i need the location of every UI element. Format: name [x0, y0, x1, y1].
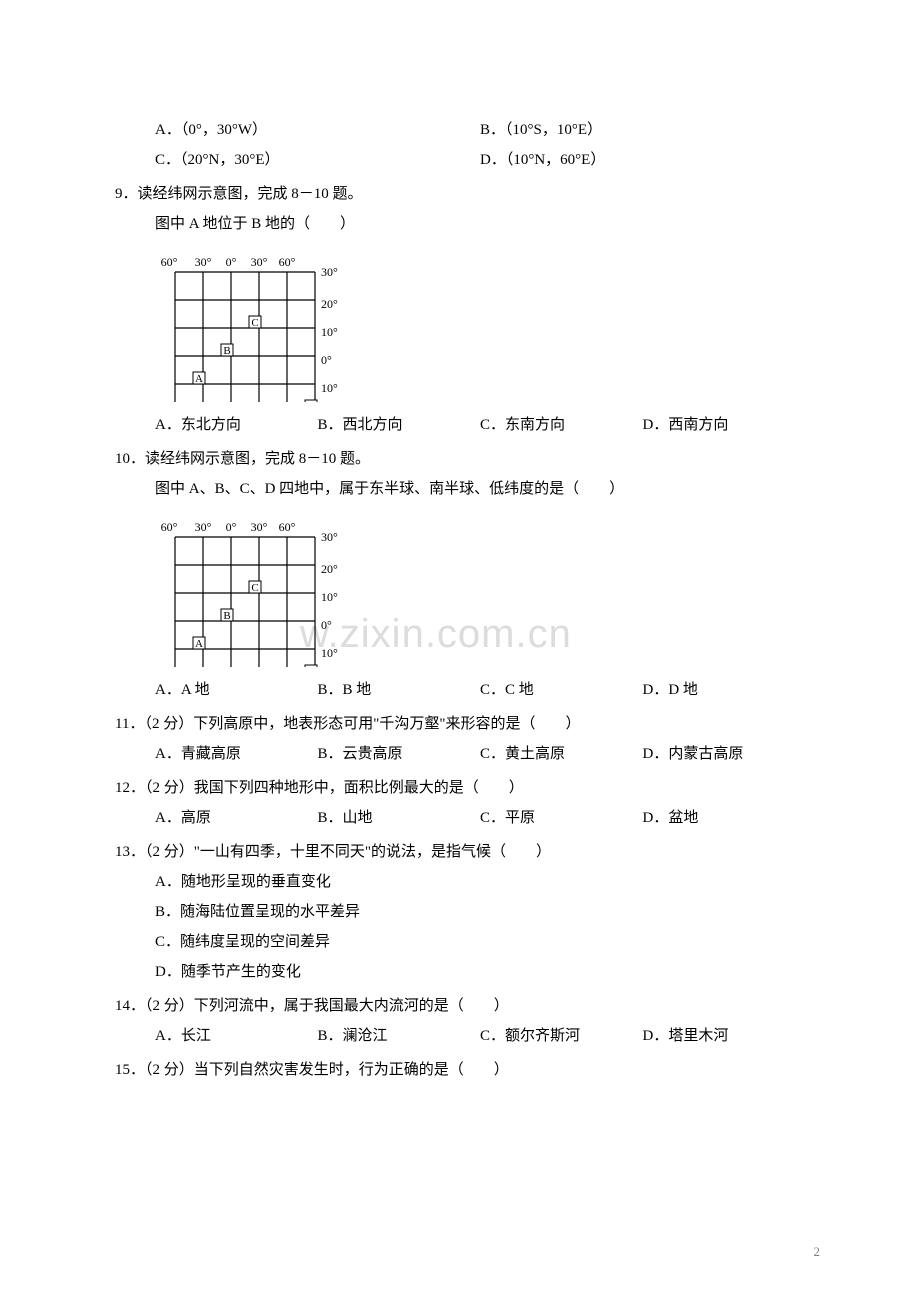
- q9-options: A．东北方向 B．西北方向 C．东南方向 D．西南方向: [115, 410, 805, 440]
- q14-option-c: C．额尔齐斯河: [480, 1021, 643, 1051]
- q9: 9．读经纬网示意图，完成 8－10 题。 图中 A 地位于 B 地的（ ） 60…: [115, 179, 805, 440]
- svg-text:10°: 10°: [321, 646, 338, 660]
- svg-text:0°: 0°: [321, 353, 332, 367]
- q11: 11．（2 分）下列高原中，地表形态可用"千沟万壑"来形容的是（ ） A．青藏高…: [115, 709, 805, 769]
- q10-stem: 10．读经纬网示意图，完成 8－10 题。: [115, 444, 805, 474]
- svg-text:60°: 60°: [161, 255, 178, 269]
- q8-options-row2: C．（20°N，30°E） D．（10°N，60°E）: [115, 145, 805, 175]
- q11-option-a: A．青藏高原: [155, 739, 318, 769]
- q12-stem: 12．（2 分）我国下列四种地形中，面积比例最大的是（ ）: [115, 773, 805, 803]
- q11-option-c: C．黄土高原: [480, 739, 643, 769]
- q11-options: A．青藏高原 B．云贵高原 C．黄土高原 D．内蒙古高原: [115, 739, 805, 769]
- q9-option-c: C．东南方向: [480, 410, 643, 440]
- q15: 15．（2 分）当下列自然灾害发生时，行为正确的是（ ）: [115, 1055, 805, 1085]
- q10-option-c: C．C 地: [480, 675, 643, 705]
- svg-text:D: D: [307, 666, 315, 667]
- q8-option-c: C．（20°N，30°E）: [155, 145, 480, 175]
- q14: 14．（2 分）下列河流中，属于我国最大内流河的是（ ） A．长江 B．澜沧江 …: [115, 991, 805, 1051]
- svg-text:30°: 30°: [251, 255, 268, 269]
- q13: 13．（2 分）"一山有四季，十里不同天"的说法，是指气候（ ） A．随地形呈现…: [115, 837, 805, 987]
- q11-option-d: D．内蒙古高原: [643, 739, 806, 769]
- svg-text:60°: 60°: [279, 255, 296, 269]
- q9-sub: 图中 A 地位于 B 地的（ ）: [115, 209, 805, 239]
- q10-diagram: 60° 30° 0° 30° 60° 30° 20° 10° 0° 10° A B C D: [115, 512, 805, 667]
- q14-options: A．长江 B．澜沧江 C．额尔齐斯河 D．塔里木河: [115, 1021, 805, 1051]
- q12-option-a: A．高原: [155, 803, 318, 833]
- svg-text:0°: 0°: [321, 618, 332, 632]
- q9-option-d: D．西南方向: [643, 410, 806, 440]
- document-content: A．（0°，30°W） B．（10°S，10°E） C．（20°N，30°E） …: [0, 0, 920, 1085]
- svg-text:D: D: [307, 401, 315, 402]
- q9-diagram: 60° 30° 0° 30° 60° 30° 20° 10° 0° 10° A B C D: [115, 247, 805, 402]
- svg-text:C: C: [251, 582, 258, 594]
- q14-option-a: A．长江: [155, 1021, 318, 1051]
- q11-option-b: B．云贵高原: [318, 739, 481, 769]
- q9-stem: 9．读经纬网示意图，完成 8－10 题。: [115, 179, 805, 209]
- svg-text:20°: 20°: [321, 562, 338, 576]
- svg-text:30°: 30°: [321, 530, 338, 544]
- q9-option-b: B．西北方向: [318, 410, 481, 440]
- q13-stem: 13．（2 分）"一山有四季，十里不同天"的说法，是指气候（ ）: [115, 837, 805, 867]
- q14-stem: 14．（2 分）下列河流中，属于我国最大内流河的是（ ）: [115, 991, 805, 1021]
- svg-text:30°: 30°: [251, 520, 268, 534]
- svg-text:B: B: [223, 610, 230, 622]
- svg-text:10°: 10°: [321, 381, 338, 395]
- q13-option-d: D．随季节产生的变化: [115, 957, 805, 987]
- q13-option-a: A．随地形呈现的垂直变化: [115, 867, 805, 897]
- svg-text:A: A: [195, 373, 203, 385]
- q10-options: A．A 地 B．B 地 C．C 地 D．D 地: [115, 675, 805, 705]
- svg-text:B: B: [223, 345, 230, 357]
- svg-text:20°: 20°: [321, 297, 338, 311]
- svg-text:30°: 30°: [195, 520, 212, 534]
- q10: 10．读经纬网示意图，完成 8－10 题。 图中 A、B、C、D 四地中，属于东…: [115, 444, 805, 705]
- q13-option-b: B．随海陆位置呈现的水平差异: [115, 897, 805, 927]
- svg-text:60°: 60°: [161, 520, 178, 534]
- q11-stem: 11．（2 分）下列高原中，地表形态可用"千沟万壑"来形容的是（ ）: [115, 709, 805, 739]
- svg-text:A: A: [195, 638, 203, 650]
- q9-option-a: A．东北方向: [155, 410, 318, 440]
- q10-option-a: A．A 地: [155, 675, 318, 705]
- q15-stem: 15．（2 分）当下列自然灾害发生时，行为正确的是（ ）: [115, 1055, 805, 1085]
- q10-option-d: D．D 地: [643, 675, 806, 705]
- q12-option-c: C．平原: [480, 803, 643, 833]
- svg-text:10°: 10°: [321, 590, 338, 604]
- grid-diagram-2: 60° 30° 0° 30° 60° 30° 20° 10° 0° 10° A B C D: [155, 512, 355, 667]
- q13-option-c: C．随纬度呈现的空间差异: [115, 927, 805, 957]
- svg-text:0°: 0°: [226, 520, 237, 534]
- svg-text:30°: 30°: [195, 255, 212, 269]
- q8-options-row1: A．（0°，30°W） B．（10°S，10°E）: [115, 115, 805, 145]
- q8-option-a: A．（0°，30°W）: [155, 115, 480, 145]
- svg-text:0°: 0°: [226, 255, 237, 269]
- q8-option-d: D．（10°N，60°E）: [480, 145, 805, 175]
- q10-sub: 图中 A、B、C、D 四地中，属于东半球、南半球、低纬度的是（ ）: [115, 474, 805, 504]
- q10-option-b: B．B 地: [318, 675, 481, 705]
- q12-option-b: B．山地: [318, 803, 481, 833]
- q14-option-d: D．塔里木河: [643, 1021, 806, 1051]
- svg-text:C: C: [251, 317, 258, 329]
- q8-option-b: B．（10°S，10°E）: [480, 115, 805, 145]
- q14-option-b: B．澜沧江: [318, 1021, 481, 1051]
- q12-option-d: D．盆地: [643, 803, 806, 833]
- svg-text:60°: 60°: [279, 520, 296, 534]
- svg-text:30°: 30°: [321, 265, 338, 279]
- q12: 12．（2 分）我国下列四种地形中，面积比例最大的是（ ） A．高原 B．山地 …: [115, 773, 805, 833]
- svg-text:10°: 10°: [321, 325, 338, 339]
- grid-diagram-1: 60° 30° 0° 30° 60° 30° 20° 10° 0° 10° A B C D: [155, 247, 355, 402]
- page-number: 2: [814, 1244, 821, 1260]
- q12-options: A．高原 B．山地 C．平原 D．盆地: [115, 803, 805, 833]
